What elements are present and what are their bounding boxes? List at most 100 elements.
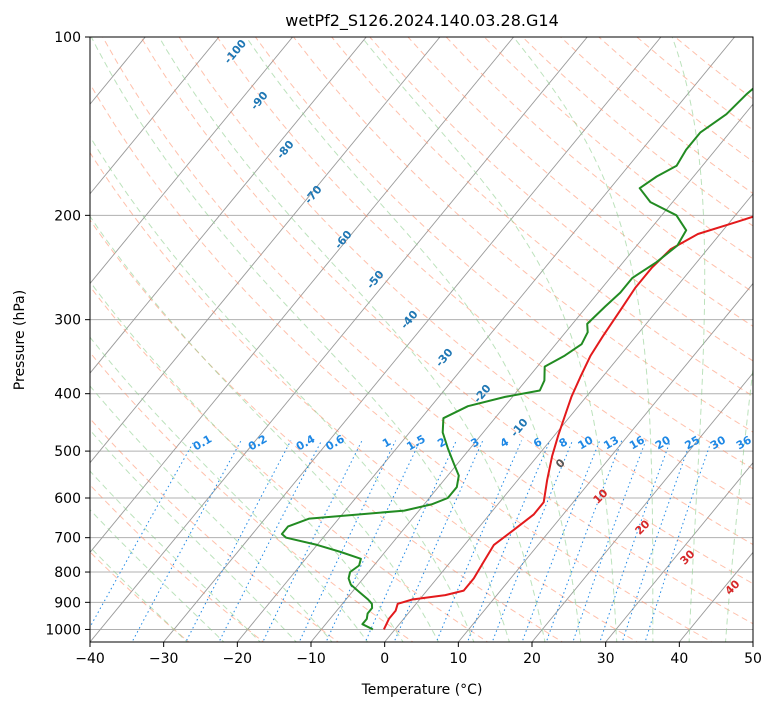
dry-adiabat-label: -100 [221, 37, 249, 67]
dry-adiabat-label: -50 [364, 268, 387, 292]
isotherm-line [236, 37, 736, 642]
dry-adiabat-line [90, 219, 564, 642]
x-tick-label: 50 [744, 651, 762, 667]
dry-adiabat-label: -40 [398, 308, 421, 332]
x-tick-label: 40 [670, 651, 688, 667]
isotherm-line [90, 37, 588, 642]
dry-adiabat-line [140, 37, 753, 585]
moist-adiabat-line [512, 37, 654, 642]
mixing-ratio-line [90, 440, 195, 629]
dry-adiabat-label: -20 [471, 382, 494, 406]
isotherm-line [0, 24, 9, 645]
x-tick-label: −30 [149, 651, 179, 667]
x-tick-label: −20 [223, 651, 253, 667]
y-tick-label: 700 [54, 531, 81, 547]
moist-adiabat-line [90, 336, 369, 642]
grid-layer [0, 24, 753, 645]
y-tick-label: 900 [54, 595, 81, 611]
isotherm-line [752, 641, 753, 642]
isotherm-line [605, 462, 753, 642]
x-tick-label: 0 [380, 651, 389, 667]
x-axis: −40 −30 −20 −10 0 10 20 30 40 50 [75, 642, 762, 667]
isotherm-line [90, 37, 294, 285]
mixing-ratio-line [393, 440, 484, 642]
dry-adiabat-label: -90 [248, 89, 271, 113]
y-tick-label: 200 [54, 208, 81, 224]
dry-adiabat-line [90, 151, 639, 642]
moist-adiabat-label: 20 [633, 517, 653, 537]
mixing-ratio-label: 10 [576, 433, 596, 452]
isotherm-line [90, 37, 515, 554]
moist-adiabat-label: 0 [553, 456, 568, 471]
isotherm-line [384, 193, 753, 642]
dry-adiabat-line [178, 37, 753, 546]
dry-adiabat-line [216, 37, 753, 507]
isotherm-line [90, 37, 441, 464]
mixing-ratio-label: 6 [531, 435, 544, 450]
mixing-ratio-label: 30 [708, 433, 728, 452]
x-tick-label: −10 [296, 651, 326, 667]
dry-adiabat-label: -10 [508, 416, 531, 440]
plot-frame [89, 36, 754, 643]
y-tick-label: 300 [54, 313, 81, 329]
dry-adiabat-line [254, 37, 753, 470]
y-tick-label: 1000 [45, 622, 81, 638]
moist-adiabat-line [90, 546, 188, 642]
chart-title: wetPf2_S126.2024.140.03.28.G14 [285, 11, 559, 31]
moist-adiabat-line [361, 37, 618, 642]
mixing-ratio-label: 0.2 [246, 432, 269, 453]
dry-adiabat-line [102, 37, 753, 625]
mixing-ratio-line [218, 440, 323, 642]
mixing-ratio-label: 4 [498, 435, 511, 450]
moist-adiabat-line [90, 508, 225, 642]
moist-adiabat-line [725, 364, 753, 642]
moist-adiabat-line [90, 470, 261, 642]
moist-adiabat-line [671, 37, 706, 642]
dry-adiabat-line [445, 37, 753, 293]
moist-adiabat-line [90, 429, 297, 642]
dry-adiabat-line [90, 484, 265, 642]
mixing-ratio-label: 0.6 [323, 432, 347, 453]
dry-adiabat-line [560, 37, 753, 195]
mixing-ratio-label: 36 [734, 433, 754, 452]
dry-adiabat-label: -70 [302, 183, 325, 207]
mixing-ratio-label: 20 [653, 433, 673, 452]
mixing-ratio-line [466, 440, 551, 642]
moist-adiabat-line [90, 135, 475, 642]
mixing-ratio-label: 1.5 [404, 432, 427, 453]
moist-adiabat-line [90, 37, 510, 642]
y-tick-label: 500 [54, 444, 81, 460]
x-axis-label: Temperature (°C) [361, 682, 483, 698]
y-axis-label: Pressure (hPa) [12, 290, 28, 390]
mixing-ratio-line [644, 440, 712, 642]
mixing-ratio-line [325, 440, 421, 642]
moist-adiabat-line [90, 215, 440, 642]
moist-adiabat-label: 10 [591, 486, 611, 506]
y-axis: 100 200 300 400 500 600 700 800 900 1000 [45, 30, 90, 638]
moist-adiabat-line [245, 37, 582, 642]
mixing-ratio-label: 8 [557, 435, 570, 450]
mixing-ratio-label: 16 [627, 433, 647, 452]
mixing-ratio-line [262, 440, 363, 642]
dry-adiabat-line [90, 417, 340, 642]
mixing-ratio-line [298, 440, 397, 642]
mixing-ratio-line [621, 440, 692, 642]
mixing-ratio-label: 1 [380, 435, 393, 450]
isotherm-line [310, 103, 753, 642]
mixing-ratio-line [364, 440, 457, 642]
y-tick-label: 600 [54, 491, 81, 507]
mixing-ratio-label: 0.1 [191, 432, 214, 453]
dry-adiabat-line [293, 37, 753, 433]
dry-adiabat-line [90, 351, 414, 642]
mixing-ratio-line [185, 440, 292, 642]
mixing-ratio-line [131, 440, 242, 642]
moist-adiabat-line [90, 280, 404, 642]
isotherm-line [90, 37, 220, 195]
mixing-ratio-line [521, 440, 601, 642]
mixing-ratio-line [545, 440, 623, 642]
temperature-profile-line [382, 215, 753, 630]
y-tick-label: 800 [54, 565, 81, 581]
x-tick-label: 30 [597, 651, 615, 667]
dry-adiabat-label: -30 [433, 346, 456, 370]
